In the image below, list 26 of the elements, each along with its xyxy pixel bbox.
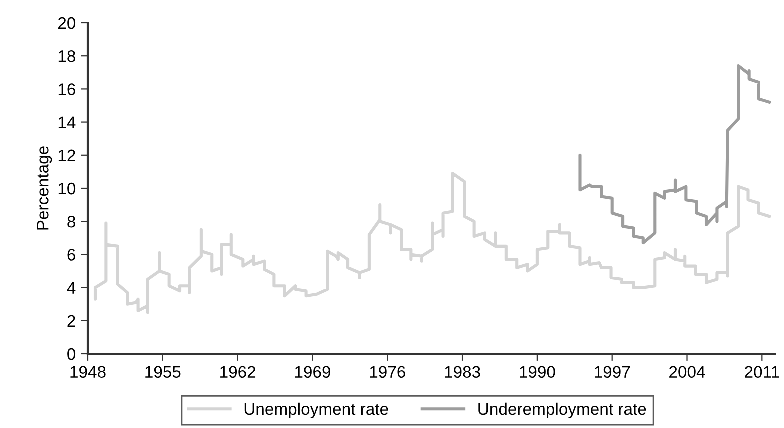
line-series [578, 64, 772, 245]
x-tick-label: 2011 [745, 366, 780, 378]
legend-label: Underemployment rate [478, 402, 646, 418]
x-tick-label: 1976 [370, 366, 406, 378]
x-tick-label: 1962 [220, 366, 256, 378]
x-tick-label: 1969 [295, 366, 330, 378]
y-tick-label: 8 [68, 216, 76, 228]
y-tick-label: 10 [58, 182, 76, 195]
y-tick-label: 4 [67, 282, 76, 294]
legend-label: Unemployment rate [244, 402, 388, 418]
y-tick-label: 18 [58, 50, 76, 62]
x-tick-label: 2004 [670, 366, 706, 378]
y-tick-label: 20 [58, 17, 76, 30]
y-tick-label: 16 [58, 84, 76, 96]
y-tick-label: 0 [68, 348, 76, 360]
y-tick-label: 6 [68, 249, 76, 261]
y-tick-label: 2 [68, 315, 76, 327]
x-tick-label: 1997 [595, 366, 630, 378]
x-tick-label: 1990 [520, 366, 556, 378]
y-axis-title: Percentage [37, 146, 52, 230]
y-tick-label: 12 [58, 150, 76, 162]
x-tick-label: 1955 [146, 366, 181, 378]
x-tick-label: 1983 [445, 366, 480, 378]
x-tick-label: 1948 [70, 366, 106, 378]
y-tick-label: 14 [58, 116, 76, 128]
line-series [94, 172, 772, 314]
